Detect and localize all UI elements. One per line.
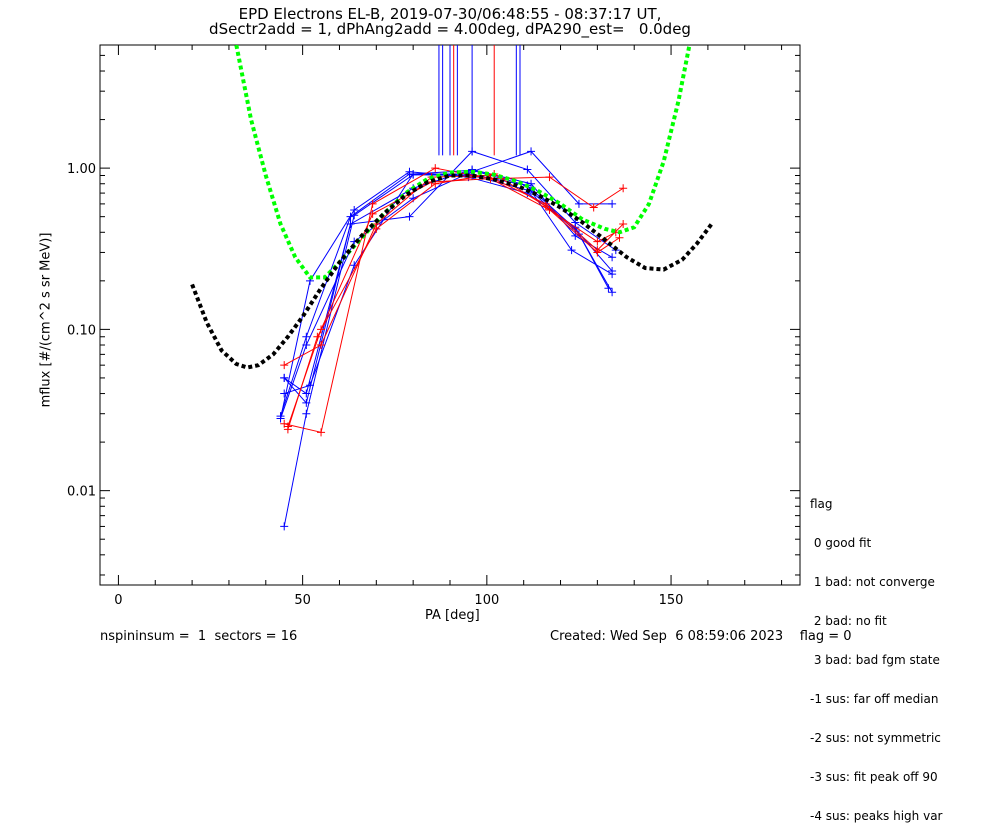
- data-point: [306, 381, 314, 390]
- data-point: [368, 199, 377, 208]
- data-point: [619, 220, 628, 229]
- data-point: [615, 233, 624, 242]
- data-point: [545, 205, 554, 214]
- data-point: [283, 422, 292, 431]
- chart-title-line2: dSectr2add = 1, dPhAng2add = 4.00deg, dP…: [209, 20, 691, 38]
- data-point: [280, 361, 289, 370]
- data-point: [523, 165, 532, 174]
- series-line: [283, 169, 613, 404]
- data-point: [574, 199, 583, 208]
- series-line: [287, 178, 617, 427]
- data-point: [302, 409, 311, 418]
- data-point: [280, 373, 289, 382]
- data-point: [317, 428, 326, 437]
- data-point: [527, 147, 536, 156]
- chart-title-line1: EPD Electrons EL-B, 2019-07-30/06:48:55 …: [238, 5, 662, 23]
- fit-curve-green: [234, 45, 692, 280]
- legend-item: -2 sus: not symmetric: [810, 731, 941, 745]
- data-point: [431, 164, 440, 173]
- data-point: [608, 288, 617, 297]
- data-point: [608, 253, 617, 262]
- data-point: [608, 270, 617, 279]
- data-point: [302, 341, 311, 350]
- series-line: [283, 150, 617, 395]
- chart-canvas: 0 50 100 150 0.01 0.10 1.00: [67, 44, 801, 608]
- data-point: [368, 209, 377, 218]
- data-point: [405, 212, 414, 221]
- data-point: [593, 237, 602, 246]
- data-point: [604, 284, 613, 293]
- data-point: [302, 398, 311, 407]
- data-point: [280, 389, 289, 398]
- x-tick-label: 0: [114, 593, 122, 608]
- data-point: [619, 184, 628, 193]
- legend-item: 1 bad: not converge: [810, 575, 935, 589]
- data-point: [346, 220, 355, 229]
- x-tick-label: 100: [474, 593, 499, 608]
- data-point: [589, 203, 598, 212]
- series-line: [284, 167, 624, 433]
- data-point: [545, 173, 554, 182]
- footer-right: Created: Wed Sep 6 08:59:06 2023 flag = …: [550, 629, 852, 644]
- data-point: [527, 179, 536, 188]
- data-point: [302, 332, 311, 341]
- fit-curve-black: [190, 173, 714, 370]
- data-point: [317, 341, 326, 350]
- footer-left: nspininsum = 1 sectors = 16: [100, 629, 298, 644]
- data-point: [567, 246, 576, 255]
- data-point: [409, 169, 418, 178]
- series-line: [284, 169, 613, 395]
- y-tick-label: 0.10: [67, 323, 96, 338]
- series-line: [287, 173, 620, 430]
- legend-item: 2 bad: no fit: [810, 614, 887, 628]
- x-axis-label: PA [deg]: [425, 608, 480, 623]
- data-point: [276, 414, 285, 423]
- y-tick-label: 0.01: [67, 485, 96, 500]
- series-line: [280, 150, 613, 419]
- series-line: [283, 174, 613, 527]
- data-point: [317, 325, 326, 334]
- flag-legend: flag 0 good fit 1 bad: not converge 2 ba…: [810, 472, 942, 836]
- data-point: [608, 199, 617, 208]
- data-point: [372, 224, 381, 233]
- series-line: [280, 173, 613, 417]
- legend-item: -3 sus: fit peak off 90: [810, 770, 938, 784]
- data-point: [350, 205, 359, 214]
- legend-item: -4 sus: peaks high var: [810, 809, 943, 823]
- legend-title: flag: [810, 497, 833, 511]
- y-tick-label: 1.00: [67, 162, 96, 177]
- data-point: [280, 522, 289, 531]
- x-tick-label: 150: [659, 593, 684, 608]
- legend-item: -1 sus: far off median: [810, 692, 939, 706]
- x-tick-label: 50: [294, 593, 311, 608]
- legend-item: 0 good fit: [810, 536, 872, 550]
- data-point: [468, 147, 477, 156]
- legend-item: 3 bad: bad fgm state: [810, 653, 940, 667]
- data-point: [593, 248, 602, 257]
- y-axis-label: mflux [#/(cm^2 s sr MeV)]: [38, 232, 54, 408]
